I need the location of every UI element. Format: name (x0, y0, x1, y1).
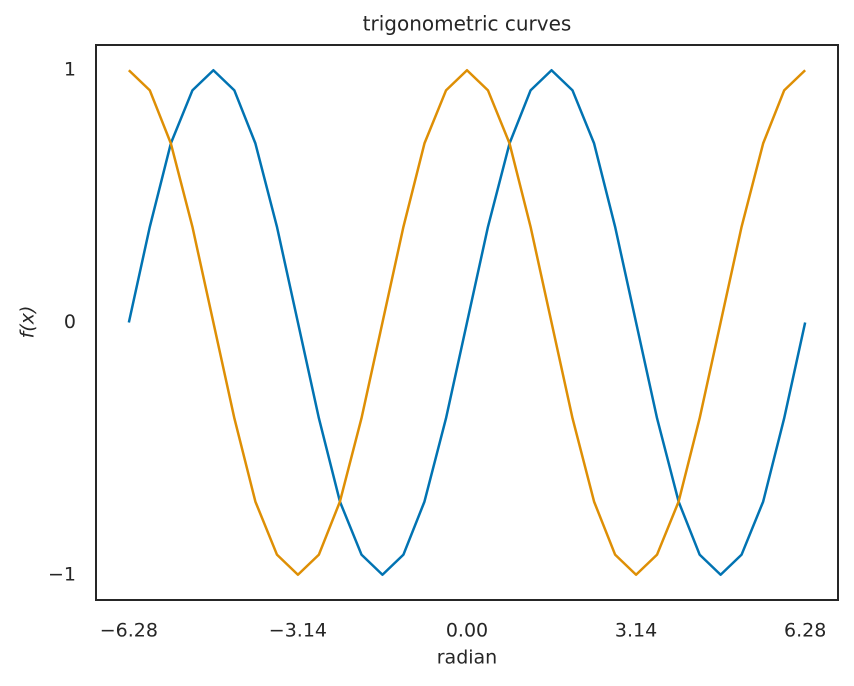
y-axis-label: f(x) (17, 306, 39, 339)
y-tick-label: −1 (48, 563, 76, 585)
x-tick-label: 0.00 (446, 620, 488, 642)
x-tick-label: 3.14 (615, 620, 657, 642)
x-tick-label: −6.28 (100, 620, 158, 642)
x-tick-label: 6.28 (784, 620, 826, 642)
plot-frame (95, 44, 839, 601)
x-axis-label: radian (437, 647, 497, 669)
x-tick-label: −3.14 (269, 620, 327, 642)
y-tick-label: 1 (64, 59, 76, 81)
y-tick-label: 0 (64, 311, 76, 333)
series-line (127, 68, 807, 577)
chart-title: trigonometric curves (363, 12, 572, 36)
series-line (127, 68, 807, 577)
